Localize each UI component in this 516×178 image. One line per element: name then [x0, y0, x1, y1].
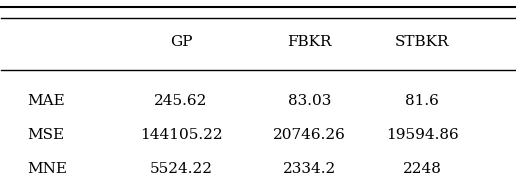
Text: MSE: MSE — [27, 128, 64, 142]
Text: 2248: 2248 — [403, 162, 442, 176]
Text: 245.62: 245.62 — [154, 94, 208, 108]
Text: STBKR: STBKR — [395, 35, 449, 49]
Text: FBKR: FBKR — [287, 35, 332, 49]
Text: 19594.86: 19594.86 — [386, 128, 459, 142]
Text: 5524.22: 5524.22 — [150, 162, 213, 176]
Text: GP: GP — [170, 35, 192, 49]
Text: MAE: MAE — [27, 94, 65, 108]
Text: 144105.22: 144105.22 — [140, 128, 222, 142]
Text: 2334.2: 2334.2 — [283, 162, 336, 176]
Text: 81.6: 81.6 — [405, 94, 439, 108]
Text: 20746.26: 20746.26 — [273, 128, 346, 142]
Text: MNE: MNE — [27, 162, 67, 176]
Text: 83.03: 83.03 — [287, 94, 331, 108]
